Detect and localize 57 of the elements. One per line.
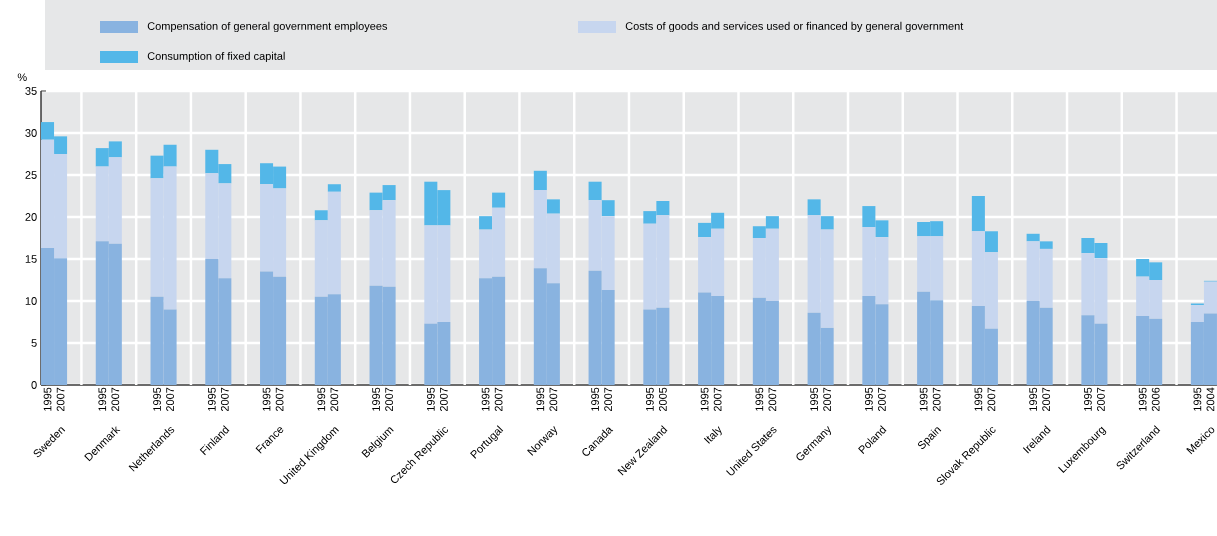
x-tick-label: 2007: [823, 387, 832, 412]
x-tick-label: 2005: [658, 387, 667, 412]
y-tick-label: 30: [25, 129, 37, 137]
x-tick-label: 2007: [56, 387, 65, 412]
y-tick-label: 10: [25, 297, 37, 305]
x-tick-label: 2007: [220, 387, 229, 412]
x-tick-label: 1995: [372, 387, 380, 411]
x-tick-label: 1995: [153, 387, 161, 411]
x-tick-label: 1995: [207, 387, 216, 411]
x-tick-label: 2007: [494, 387, 503, 412]
x-tick-label: 1995: [1138, 387, 1147, 411]
x-tick-label: 1995: [591, 387, 599, 411]
y-tick-label: 5: [31, 339, 37, 347]
x-tick-label: 1995: [755, 387, 764, 411]
x-tick-label: 1995: [262, 387, 271, 411]
x-tick-label: 2007: [604, 387, 613, 412]
legend-label: Consumption of fixed capital: [147, 51, 285, 63]
x-tick-label: 1995: [1029, 387, 1038, 411]
x-tick-label: 2007: [878, 387, 886, 412]
x-tick-label: 2004: [1206, 387, 1215, 412]
x-tick-label: 2007: [932, 387, 941, 412]
x-tick-label: 2007: [166, 387, 174, 412]
legend-label: Costs of goods and services used or financed by general government: [625, 21, 964, 33]
x-tick-label: 2006: [1151, 387, 1160, 412]
y-tick-label: 0: [31, 381, 37, 389]
x-tick-label: 1995: [919, 387, 928, 411]
x-tick-label: 1995: [536, 387, 545, 411]
y-tick-label: 35: [25, 87, 37, 95]
x-tick-label: 1995: [481, 387, 490, 411]
x-tick-label: 2007: [385, 387, 393, 412]
x-tick-label: 2007: [330, 387, 339, 412]
x-tick-label: 2007: [768, 387, 777, 412]
x-tick-label: 2007: [987, 387, 996, 412]
x-tick-label: 1995: [426, 387, 435, 411]
x-tick-label: 1995: [317, 387, 326, 411]
x-tick-label: 2007: [713, 387, 722, 412]
x-tick-label: 1995: [700, 387, 709, 411]
x-tick-label: 1995: [1193, 387, 1202, 411]
x-tick-label: 1995: [974, 387, 983, 411]
x-tick-label: 1995: [98, 387, 107, 411]
text: Italy: [703, 426, 722, 444]
x-tick-label: 2007: [1042, 387, 1051, 412]
x-tick-label: 2007: [549, 387, 558, 412]
y-tick-label: 15: [25, 255, 37, 263]
x-tick-label: 1995: [810, 387, 819, 411]
legend-label: Compensation of general government employees: [147, 21, 388, 33]
x-tick-label: 2007: [111, 387, 120, 412]
x-tick-label: 1995: [645, 387, 654, 411]
x-tick-label: 1995: [1083, 387, 1092, 411]
y-axis-title: %: [17, 73, 27, 82]
x-tick-label: 1995: [43, 387, 52, 411]
x-tick-label: 1995: [864, 387, 873, 411]
y-tick-label: 20: [25, 213, 37, 221]
x-tick-label: 2007: [439, 387, 448, 412]
y-tick-label: 25: [25, 171, 37, 179]
x-tick-label: 2007: [275, 387, 284, 412]
x-tick-label: 2007: [1097, 387, 1105, 412]
